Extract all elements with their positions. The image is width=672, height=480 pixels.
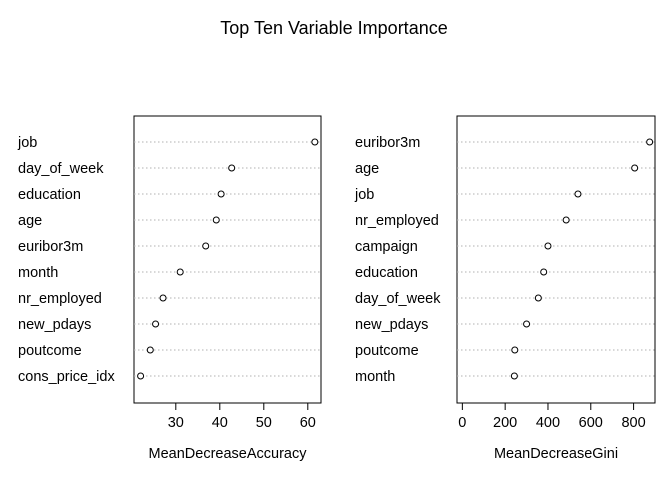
accuracy-x-tick-label: 40: [212, 415, 228, 431]
accuracy-data-point: [137, 372, 145, 380]
gini-x-tick-label: 400: [536, 415, 560, 431]
gini-panel: euribor3m age job nr_employed campaign educat…: [354, 115, 656, 462]
accuracy-x-axis-label: MeanDecreaseAccuracy: [149, 446, 308, 462]
accuracy-data-point: [176, 268, 184, 276]
accuracy-category-label: euribor3m: [18, 239, 83, 255]
chart-title: Top Ten Variable Importance: [220, 18, 447, 38]
gini-x-tick-label: 600: [579, 415, 603, 431]
gini-data-point: [534, 294, 542, 302]
accuracy-category-label: cons_price_idx: [18, 369, 115, 385]
gini-category-label: education: [355, 265, 418, 281]
gini-data-point: [544, 242, 552, 250]
accuracy-data-point: [159, 294, 167, 302]
accuracy-category-label: new_pdays: [18, 317, 91, 333]
accuracy-data-point: [152, 320, 160, 328]
gini-category-label: age: [355, 161, 379, 177]
accuracy-plot-frame: [133, 115, 322, 404]
gini-x-tick-label: 800: [621, 415, 645, 431]
gini-data-point: [540, 268, 548, 276]
accuracy-category-label: age: [18, 213, 42, 229]
gini-data-point: [511, 346, 519, 354]
accuracy-category-label: day_of_week: [18, 161, 104, 177]
accuracy-data-point: [311, 138, 319, 146]
gini-data-point: [510, 372, 518, 380]
gini-x-tick-label: 0: [458, 415, 466, 431]
accuracy-data-point: [212, 216, 220, 224]
accuracy-data-point: [217, 190, 225, 198]
accuracy-category-label: month: [18, 265, 58, 281]
gini-category-label: new_pdays: [355, 317, 428, 333]
gini-data-point: [574, 190, 582, 198]
accuracy-x-tick-label: 50: [256, 415, 272, 431]
gini-x-tick-label: 200: [493, 415, 517, 431]
accuracy-data-point: [228, 164, 236, 172]
gini-data-point: [646, 138, 654, 146]
gini-category-label: month: [355, 369, 395, 385]
accuracy-data-point: [202, 242, 210, 250]
gini-data-point: [631, 164, 639, 172]
gini-plot-frame: [456, 115, 656, 404]
accuracy-category-label: job: [17, 135, 37, 151]
gini-category-label: euribor3m: [355, 135, 420, 151]
gini-category-label: poutcome: [355, 343, 419, 359]
gini-category-label: job: [354, 187, 374, 203]
accuracy-category-label: nr_employed: [18, 291, 102, 307]
gini-x-axis-label: MeanDecreaseGini: [494, 446, 618, 462]
accuracy-category-label: education: [18, 187, 81, 203]
accuracy-x-tick-label: 30: [168, 415, 184, 431]
accuracy-data-point: [146, 346, 154, 354]
gini-data-point: [523, 320, 531, 328]
accuracy-category-label: poutcome: [18, 343, 82, 359]
accuracy-x-tick-label: 60: [300, 415, 316, 431]
gini-data-point: [562, 216, 570, 224]
gini-category-label: nr_employed: [355, 213, 439, 229]
gini-category-label: day_of_week: [355, 291, 441, 307]
gini-category-label: campaign: [355, 239, 418, 255]
accuracy-panel: job day_of_week education age euribor3m month…: [17, 115, 322, 462]
